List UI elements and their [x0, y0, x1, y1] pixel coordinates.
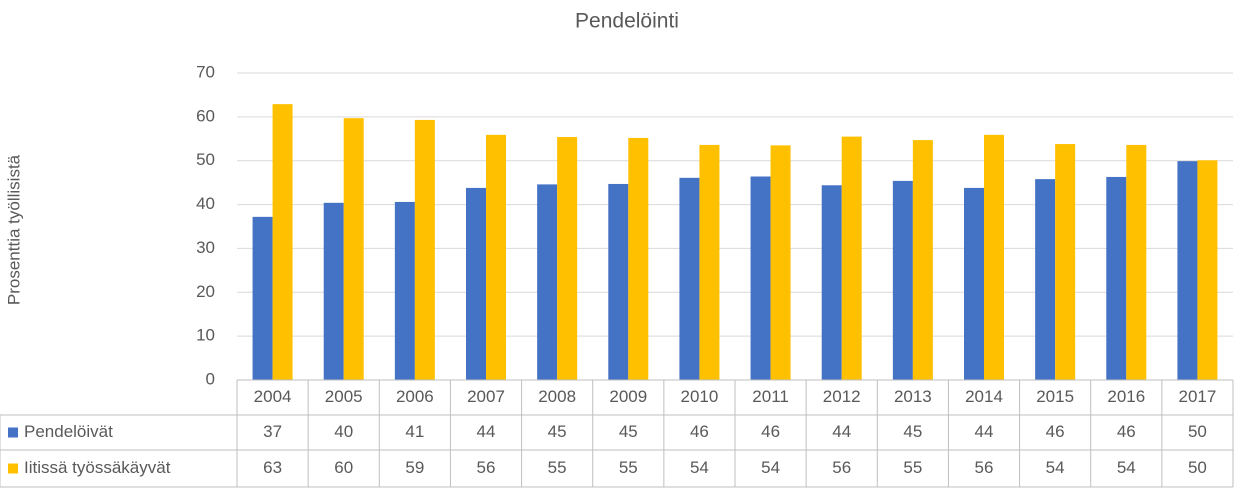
legend-label: Iitissä työssäkäyvät [24, 458, 171, 477]
bar [821, 185, 842, 380]
table-value: 44 [477, 422, 496, 441]
x-tick-label: 2010 [681, 387, 719, 406]
bar [323, 202, 344, 380]
bar [770, 145, 791, 380]
x-tick-label: 2005 [325, 387, 363, 406]
table-value: 60 [334, 458, 353, 477]
y-tick-label: 70 [196, 62, 215, 81]
table-value: 63 [263, 458, 282, 477]
table-value: 41 [405, 422, 424, 441]
table-value: 54 [1117, 458, 1136, 477]
table-value: 45 [619, 422, 638, 441]
x-tick-label: 2011 [752, 387, 789, 406]
table-value: 56 [832, 458, 851, 477]
x-tick-label: 2012 [823, 387, 861, 406]
table-value: 54 [1046, 458, 1065, 477]
bar [1197, 160, 1218, 380]
table-value: 40 [334, 422, 353, 441]
table-value: 56 [975, 458, 994, 477]
bar [414, 119, 435, 381]
bar [628, 137, 649, 380]
table-value: 50 [1188, 422, 1207, 441]
table-value: 54 [761, 458, 780, 477]
x-tick-label: 2009 [609, 387, 647, 406]
bar [1035, 179, 1056, 380]
table-value: 54 [690, 458, 709, 477]
bar [892, 180, 913, 380]
table-value: 46 [690, 422, 709, 441]
legend-swatch [8, 463, 18, 474]
table-value: 59 [405, 458, 424, 477]
y-tick-label: 30 [196, 238, 215, 257]
x-tick-label: 2007 [467, 387, 505, 406]
bar [252, 216, 273, 380]
table-value: 44 [832, 422, 851, 441]
bar [466, 187, 486, 380]
y-tick-label: 20 [196, 282, 215, 301]
bar [272, 104, 293, 380]
bar [841, 136, 862, 380]
legend-swatch [8, 427, 18, 438]
y-tick-label: 0 [206, 369, 215, 388]
table-value: 55 [619, 458, 638, 477]
bar [984, 134, 1004, 380]
x-tick-label: 2006 [396, 387, 434, 406]
y-tick-label: 40 [196, 194, 215, 213]
chart-title: Pendelöinti [575, 10, 679, 33]
x-tick-label: 2015 [1036, 387, 1074, 406]
table-value: 44 [975, 422, 994, 441]
x-tick-label: 2014 [965, 387, 1003, 406]
table-value: 46 [761, 422, 780, 441]
x-tick-label: 2008 [538, 387, 576, 406]
x-tick-label: 2017 [1179, 387, 1217, 406]
x-tick-label: 2004 [254, 387, 292, 406]
bar [537, 184, 558, 380]
y-tick-label: 50 [196, 150, 215, 169]
x-tick-label: 2013 [894, 387, 932, 406]
bar [557, 137, 578, 380]
table-value: 46 [1117, 422, 1136, 441]
table-value: 55 [548, 458, 567, 477]
y-tick-label: 10 [196, 326, 215, 345]
y-tick-label: 60 [196, 106, 215, 125]
table-value: 45 [548, 422, 567, 441]
bar [608, 183, 629, 380]
y-axis-label: Prosenttia työllisistä [4, 154, 23, 305]
bar [750, 176, 771, 380]
x-tick-label: 2016 [1107, 387, 1145, 406]
bar [1126, 144, 1147, 380]
bar [699, 144, 720, 380]
table-value: 45 [903, 422, 922, 441]
table-value: 55 [903, 458, 922, 477]
bar [394, 201, 415, 380]
table-value: 46 [1046, 422, 1065, 441]
bar [343, 118, 364, 381]
bar [486, 134, 506, 380]
bar [1177, 161, 1198, 380]
bar [1106, 176, 1127, 380]
table-value: 37 [263, 422, 282, 441]
table-value: 50 [1188, 458, 1207, 477]
bar [964, 187, 984, 380]
bar [912, 140, 933, 380]
bar [679, 177, 700, 380]
legend-label: Pendelöivät [24, 422, 113, 441]
bar [1055, 144, 1076, 380]
table-value: 56 [477, 458, 496, 477]
